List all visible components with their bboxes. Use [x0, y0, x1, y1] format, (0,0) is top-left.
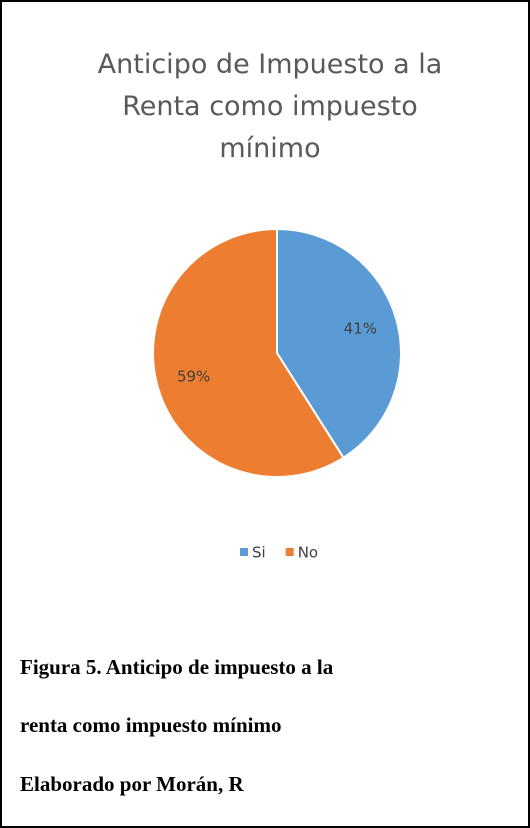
legend-swatch — [285, 548, 294, 556]
legend-label: No — [298, 544, 318, 562]
pie-slice — [152, 227, 345, 478]
chart-title: Anticipo de Impuesto a la Renta como imp… — [97, 49, 443, 164]
legend-swatch — [240, 548, 248, 556]
data-label: 59% — [177, 368, 210, 386]
legend-label: Si — [252, 544, 266, 562]
credit: Elaborado por Morán, R — [20, 772, 244, 796]
data-label: 41% — [344, 319, 377, 337]
caption: Figura 5. Anticipo de impuesto a la rent… — [20, 655, 334, 737]
